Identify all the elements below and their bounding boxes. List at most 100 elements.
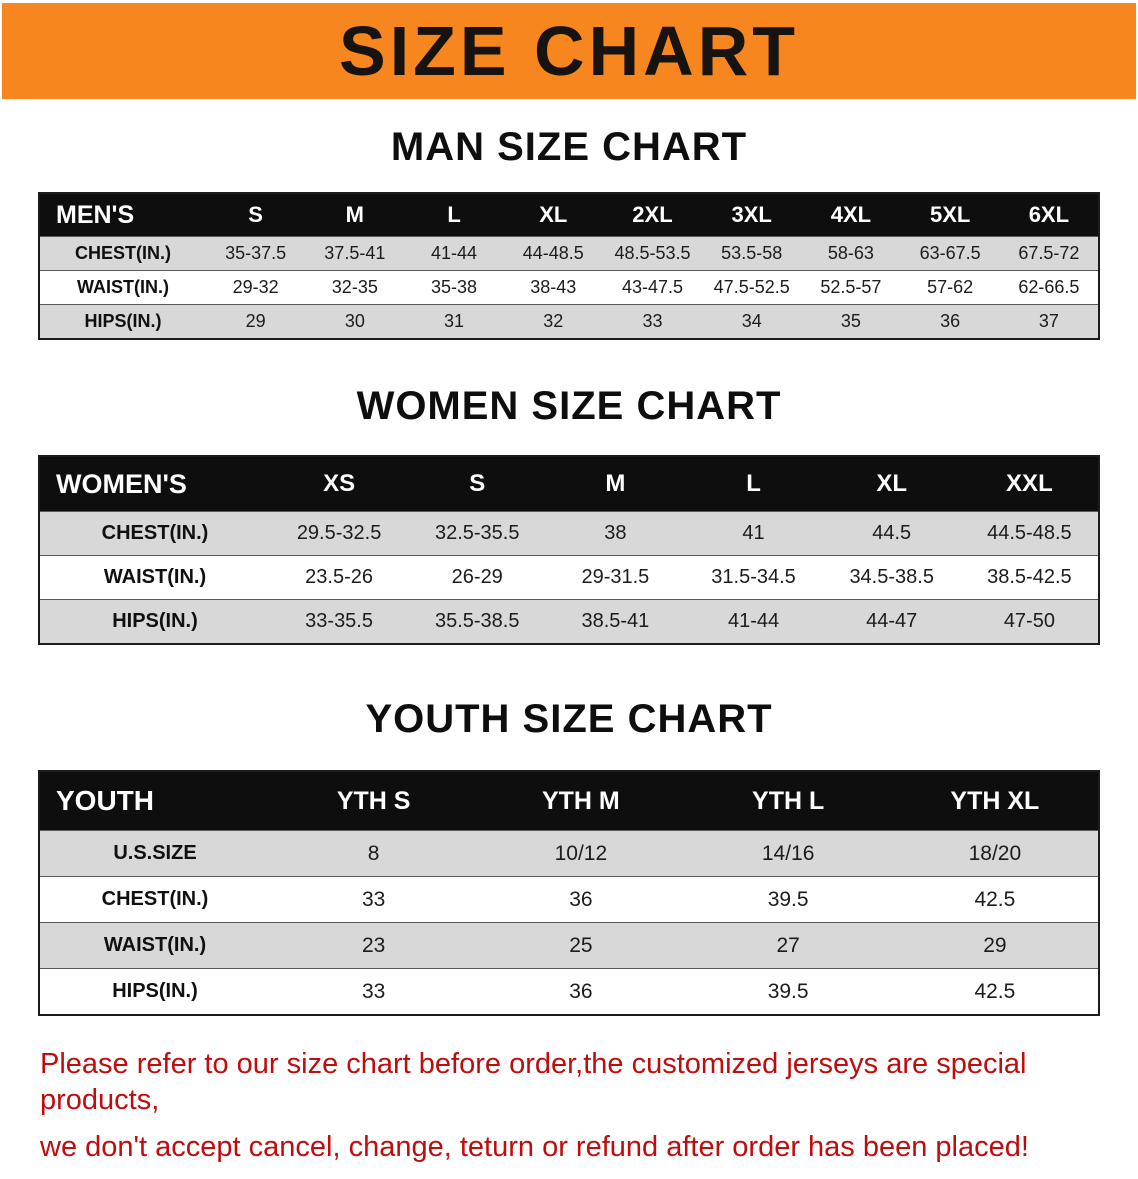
- column-header: 3XL: [702, 193, 802, 237]
- column-header: 2XL: [602, 193, 703, 237]
- column-header: 6XL: [999, 193, 1099, 237]
- table-cell: 8: [270, 830, 478, 877]
- table-row: HIPS(IN.) 33 36 39.5 42.5: [39, 968, 1099, 1015]
- table-cell: 43-47.5: [602, 270, 703, 305]
- note-line-1: Please refer to our size chart before or…: [40, 1048, 1027, 1117]
- column-header: L: [684, 456, 823, 512]
- table-cell: 37.5-41: [305, 236, 405, 271]
- table-cell: 25: [477, 922, 685, 969]
- column-header: YTH S: [270, 771, 478, 831]
- women-section-heading: WOMEN SIZE CHART: [356, 384, 782, 428]
- men-section-heading: MAN SIZE CHART: [390, 125, 748, 169]
- column-header: M: [546, 456, 685, 512]
- row-label: HIPS(IN.): [39, 968, 270, 1015]
- table-header-row: MEN'S S M L XL 2XL 3XL 4XL 5XL 6XL: [39, 193, 1099, 237]
- table-cell: 63-67.5: [900, 236, 1000, 271]
- column-header: 5XL: [900, 193, 1000, 237]
- table-cell: 29-32: [206, 270, 306, 305]
- row-label: U.S.SIZE: [39, 830, 270, 877]
- note-line-2: we don't accept cancel, change, teturn o…: [40, 1130, 1029, 1163]
- table-cell: 32.5-35.5: [408, 511, 547, 556]
- table-title-cell: MEN'S: [39, 193, 206, 237]
- table-row: WAIST(IN.) 29-32 32-35 35-38 38-43 43-47.5 47.…: [39, 270, 1099, 305]
- column-header: S: [206, 193, 306, 237]
- table-cell: 33: [270, 876, 478, 923]
- table-cell: 18/20: [891, 830, 1099, 877]
- table-title-cell: WOMEN'S: [39, 456, 270, 512]
- table-cell: 23: [270, 922, 478, 969]
- table-cell: 67.5-72: [999, 236, 1099, 271]
- table-row: WAIST(IN.) 23.5-26 26-29 29-31.5 31.5-34.5 34…: [39, 555, 1099, 600]
- table-cell: 38.5-41: [546, 599, 685, 644]
- table-cell: 41-44: [404, 236, 504, 271]
- women-size-section: WOMEN SIZE CHART WOMEN'S XS S M L XL XXL CHEST(…: [0, 384, 1138, 645]
- table-cell: 41-44: [684, 599, 823, 644]
- table-row: CHEST(IN.) 29.5-32.5 32.5-35.5 38 41 44.5 44.5…: [39, 511, 1099, 556]
- footer-note: Please refer to our size chart before or…: [40, 1046, 1114, 1165]
- table-cell: 44-48.5: [503, 236, 603, 271]
- table-cell: 33: [270, 968, 478, 1015]
- table-cell: 35: [801, 304, 901, 339]
- table-cell: 36: [477, 968, 685, 1015]
- column-header: YTH L: [684, 771, 892, 831]
- table-cell: 53.5-58: [702, 236, 802, 271]
- table-cell: 23.5-26: [270, 555, 409, 600]
- men-size-table: MEN'S S M L XL 2XL 3XL 4XL 5XL 6XL CHEST(IN.) 35-37…: [38, 192, 1100, 340]
- row-label: WAIST(IN.): [39, 922, 270, 969]
- table-cell: 42.5: [891, 968, 1099, 1015]
- table-cell: 31: [404, 304, 504, 339]
- table-cell: 33-35.5: [270, 599, 409, 644]
- table-cell: 38-43: [503, 270, 603, 305]
- table-cell: 52.5-57: [801, 270, 901, 305]
- table-cell: 41: [684, 511, 823, 556]
- table-cell: 32: [503, 304, 603, 339]
- column-header: XS: [270, 456, 409, 512]
- table-cell: 47.5-52.5: [702, 270, 802, 305]
- row-label: CHEST(IN.): [39, 876, 270, 923]
- table-row: CHEST(IN.) 33 36 39.5 42.5: [39, 876, 1099, 923]
- table-header-row: YOUTH YTH S YTH M YTH L YTH XL: [39, 771, 1099, 831]
- table-cell: 57-62: [900, 270, 1000, 305]
- table-cell: 36: [477, 876, 685, 923]
- column-header: M: [305, 193, 405, 237]
- table-header-row: WOMEN'S XS S M L XL XXL: [39, 456, 1099, 512]
- men-size-section: MAN SIZE CHART MEN'S S M L XL 2XL 3XL 4XL 5XL 6XL…: [0, 125, 1138, 340]
- row-label: HIPS(IN.): [39, 304, 206, 339]
- table-cell: 36: [900, 304, 1000, 339]
- column-header: 4XL: [801, 193, 901, 237]
- column-header: XL: [822, 456, 961, 512]
- table-cell: 35-38: [404, 270, 504, 305]
- table-cell: 47-50: [960, 599, 1099, 644]
- column-header: YTH M: [477, 771, 685, 831]
- banner-title: SIZE CHART: [339, 12, 799, 90]
- table-row: HIPS(IN.) 29 30 31 32 33 34 35 36 37: [39, 304, 1099, 339]
- column-header: XL: [503, 193, 603, 237]
- table-cell: 14/16: [684, 830, 892, 877]
- table-row: U.S.SIZE 8 10/12 14/16 18/20: [39, 830, 1099, 877]
- table-row: CHEST(IN.) 35-37.5 37.5-41 41-44 44-48.5 48.5…: [39, 236, 1099, 271]
- table-cell: 29.5-32.5: [270, 511, 409, 556]
- column-header: S: [408, 456, 547, 512]
- table-cell: 44.5-48.5: [960, 511, 1099, 556]
- table-cell: 48.5-53.5: [602, 236, 703, 271]
- table-cell: 27: [684, 922, 892, 969]
- row-label: CHEST(IN.): [39, 236, 206, 271]
- table-cell: 38: [546, 511, 685, 556]
- youth-section-heading: YOUTH SIZE CHART: [365, 697, 773, 741]
- women-size-table: WOMEN'S XS S M L XL XXL CHEST(IN.) 29.5-32.5 32.5…: [38, 455, 1100, 645]
- table-cell: 37: [999, 304, 1099, 339]
- table-cell: 38.5-42.5: [960, 555, 1099, 600]
- table-cell: 58-63: [801, 236, 901, 271]
- table-cell: 34: [702, 304, 802, 339]
- row-label: WAIST(IN.): [39, 555, 270, 600]
- youth-size-section: YOUTH SIZE CHART YOUTH YTH S YTH M YTH L YTH…: [0, 697, 1138, 1016]
- table-cell: 32-35: [305, 270, 405, 305]
- size-charts: MAN SIZE CHART MEN'S S M L XL 2XL 3XL 4XL 5XL 6XL…: [0, 125, 1138, 1165]
- table-cell: 29: [206, 304, 306, 339]
- table-cell: 29-31.5: [546, 555, 685, 600]
- table-cell: 10/12: [477, 830, 685, 877]
- size-chart-banner: SIZE CHART: [2, 3, 1136, 99]
- table-title-cell: YOUTH: [39, 771, 270, 831]
- table-cell: 35-37.5: [206, 236, 306, 271]
- table-cell: 35.5-38.5: [408, 599, 547, 644]
